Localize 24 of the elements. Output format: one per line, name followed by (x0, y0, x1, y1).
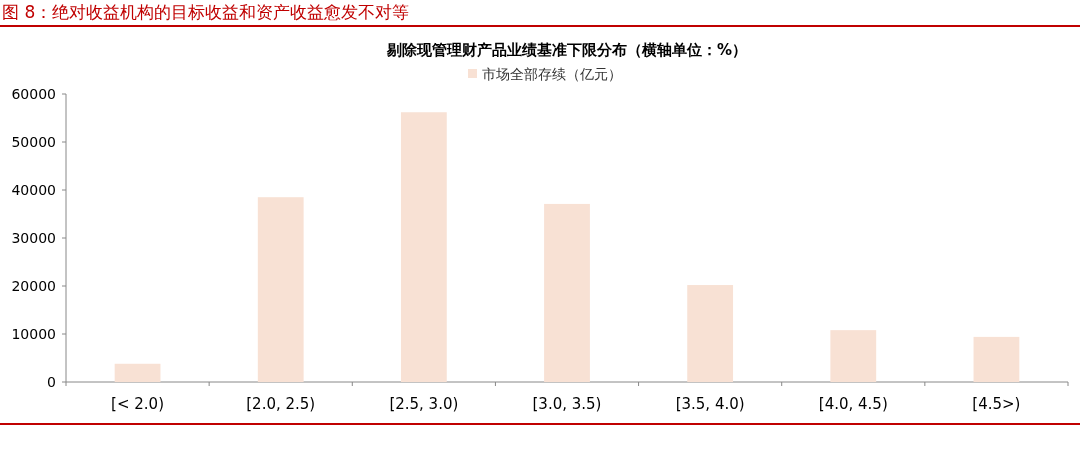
x-tick-label: [4.0, 4.5) (818, 395, 888, 413)
x-tick-label: [3.0, 3.5) (532, 395, 602, 413)
y-tick-label: 40000 (11, 182, 56, 198)
bar (114, 363, 161, 382)
x-tick-label: [2.5, 3.0) (389, 395, 459, 413)
y-tick-label: 0 (47, 374, 56, 390)
y-tick-label: 20000 (11, 278, 56, 294)
bar (544, 203, 590, 382)
y-tick-label: 60000 (11, 86, 56, 102)
chart-subtitle: 剔除现管理财产品业绩基准下限分布（横轴单位：%） (385, 41, 748, 59)
x-tick-label: [< 2.0) (111, 395, 165, 413)
bar (830, 330, 877, 382)
bar (973, 336, 1020, 382)
y-tick-label: 10000 (11, 326, 56, 342)
y-tick-label: 30000 (11, 230, 56, 246)
x-tick-label: [4.5>) (972, 395, 1021, 413)
bar (400, 112, 447, 382)
y-tick-label: 50000 (11, 134, 56, 150)
x-tick-label: [2.0, 2.5) (246, 395, 316, 413)
x-tick-label: [3.5, 4.0) (675, 395, 745, 413)
bar (687, 285, 734, 382)
chart-title: 图 8：绝对收益机构的目标收益和资产收益愈发不对等 (2, 2, 410, 22)
legend-label: 市场全部存续（亿元） (482, 66, 622, 82)
bar (257, 197, 304, 382)
